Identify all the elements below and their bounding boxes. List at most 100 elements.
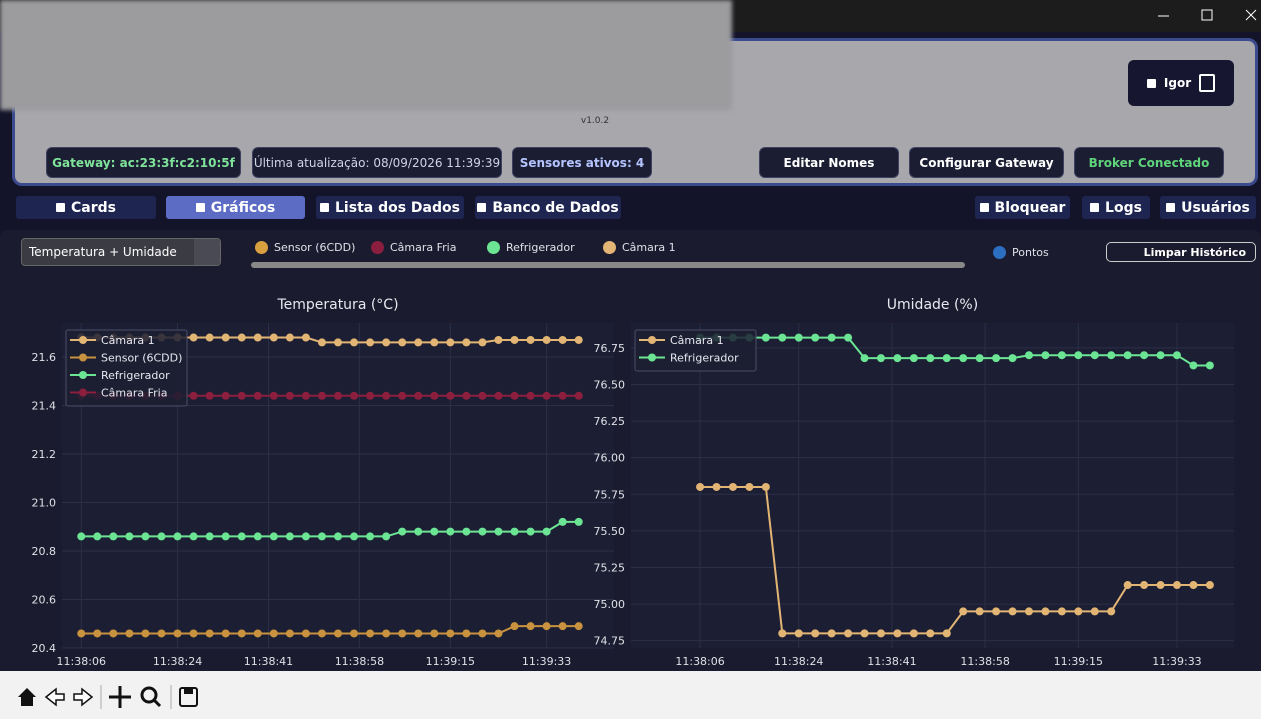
data-point [269, 629, 278, 638]
data-point [526, 391, 535, 400]
data-point [157, 532, 166, 541]
y-tick-label: 76.00 [594, 452, 626, 465]
data-point [558, 335, 567, 344]
points-checkbox[interactable]: Pontos [993, 244, 1049, 260]
broker-status: Broker Conectado [1074, 147, 1224, 178]
user-icon [1146, 78, 1156, 88]
data-point [382, 338, 391, 347]
y-tick-label: 76.50 [594, 378, 626, 391]
x-tick-label: 11:39:15 [426, 655, 475, 668]
tab-active[interactable]: Gráficos [166, 196, 305, 219]
data-point [253, 333, 262, 342]
tab-label: Lista dos Dados [335, 199, 460, 216]
data-point [189, 333, 198, 342]
data-point [1189, 581, 1198, 590]
tab-icon [320, 203, 330, 212]
data-point [1172, 581, 1181, 590]
toolbar [0, 671, 1261, 719]
legend-marker [79, 336, 87, 344]
tab[interactable]: Cards [16, 196, 156, 219]
filter-checkbox[interactable]: Refrigerador [487, 239, 575, 255]
data-point [285, 333, 294, 342]
filter-checkbox[interactable]: Câmara Fria [371, 239, 456, 255]
data-point [1024, 351, 1033, 360]
filter-checkbox[interactable]: Câmara 1 [603, 239, 676, 255]
toolbar-icons[interactable] [10, 683, 210, 711]
data-point [1140, 581, 1149, 590]
data-point [1156, 351, 1165, 360]
tab-icon [1090, 203, 1100, 212]
y-tick-label: 20.8 [32, 545, 57, 558]
data-point [382, 629, 391, 638]
data-point [1123, 581, 1132, 590]
data-point [398, 338, 407, 347]
data-point [109, 532, 118, 541]
legend-label: Câmara Fria [101, 387, 167, 400]
data-point [794, 629, 803, 638]
data-point [478, 338, 487, 347]
window-controls[interactable] [1150, 6, 1261, 26]
chart-title: Temperatura (°C) [276, 297, 398, 313]
data-point [173, 629, 182, 638]
tab[interactable]: Banco de Dados [475, 196, 621, 219]
data-point [909, 354, 918, 363]
data-point [1074, 351, 1083, 360]
configure-gateway-button[interactable]: Configurar Gateway [909, 147, 1064, 178]
y-tick-label: 74.75 [594, 635, 626, 648]
data-point [366, 391, 375, 400]
data-point [398, 629, 407, 638]
data-point [761, 482, 770, 491]
user-button[interactable]: Igor [1128, 60, 1234, 106]
data-point [237, 629, 246, 638]
data-point [205, 629, 214, 638]
data-point [478, 629, 487, 638]
blurred-logo [0, 0, 732, 110]
data-point [542, 622, 551, 631]
tab[interactable]: Lista dos Dados [316, 196, 464, 219]
data-point [109, 629, 118, 638]
tab[interactable]: Bloquear [975, 196, 1070, 219]
tab-label: Gráficos [210, 199, 276, 216]
data-point [189, 629, 198, 638]
check [371, 240, 384, 254]
x-tick-label: 11:38:58 [960, 655, 1009, 668]
data-point [301, 532, 310, 541]
data-point [811, 333, 820, 342]
data-point [189, 391, 198, 400]
data-point [221, 333, 230, 342]
scrollbar[interactable] [251, 262, 965, 268]
y-tick-label: 20.6 [32, 593, 57, 606]
data-point [398, 527, 407, 536]
legend-marker [648, 336, 656, 344]
clear-history-button[interactable]: Limpar Histórico [1106, 242, 1256, 262]
x-tick-label: 11:38:06 [57, 655, 106, 668]
data-point [269, 532, 278, 541]
tab-icon [56, 203, 65, 212]
data-point [221, 532, 230, 541]
data-point [253, 391, 262, 400]
data-point [221, 629, 230, 638]
view-select[interactable]: Temperatura + Umidade [21, 238, 221, 266]
x-tick-label: 11:38:06 [675, 655, 724, 668]
x-tick-label: 11:39:33 [1152, 655, 1201, 668]
data-point [526, 335, 535, 344]
data-point [542, 527, 551, 536]
x-tick-label: 11:39:33 [522, 655, 571, 668]
data-point [334, 629, 342, 638]
x-tick-label: 11:38:58 [335, 655, 384, 668]
chart-title: Umidade (%) [887, 297, 978, 313]
tab-icon [195, 203, 205, 212]
last-update: Última atualização: 08/09/2026 11:39:39 [252, 147, 502, 178]
tab[interactable]: Logs [1082, 196, 1150, 219]
filter-checkbox[interactable]: Sensor (6CDD) [255, 239, 355, 255]
version: v1.0.2 [580, 116, 610, 126]
data-point [334, 532, 342, 541]
data-point [1172, 351, 1181, 360]
y-tick-label: 75.00 [594, 598, 626, 611]
data-point [301, 333, 310, 342]
tab[interactable]: Usuários [1160, 196, 1256, 219]
edit-names-button[interactable]: Editar Nomes [759, 147, 899, 178]
y-tick-label: 21.6 [32, 351, 57, 364]
data-point [77, 532, 86, 541]
data-point [446, 629, 455, 638]
